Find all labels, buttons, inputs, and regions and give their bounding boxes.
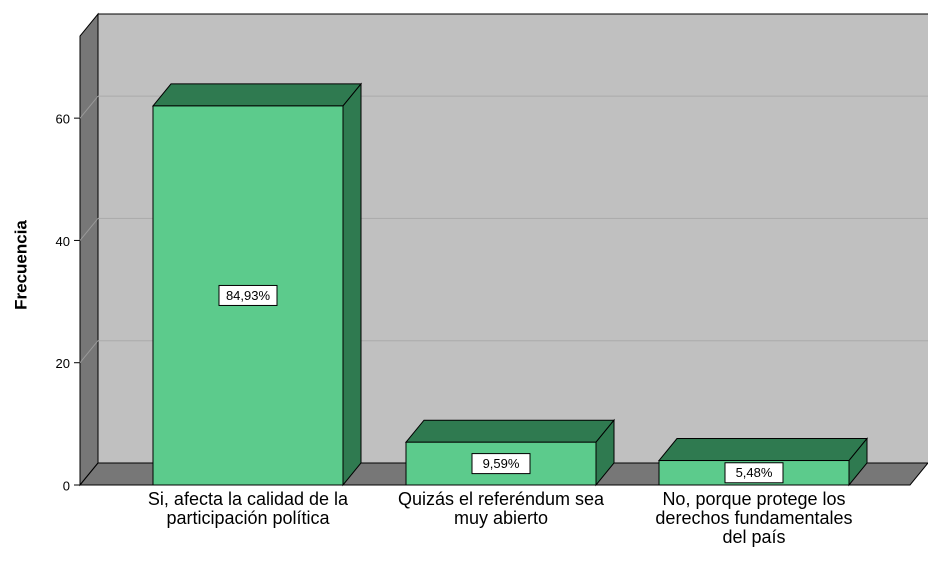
- x-tick-label: No, porque protege los derechos fundamen…: [655, 489, 853, 547]
- data-label: 9,59%: [483, 456, 520, 471]
- bar-side: [342, 82, 362, 487]
- grid-line: [79, 340, 99, 364]
- y-tick-label: 0: [63, 478, 70, 493]
- x-tick-label: Si, afecta la calidad de la participació…: [147, 489, 349, 528]
- data-label: 84,93%: [226, 288, 271, 303]
- data-label-box: [724, 462, 784, 484]
- y-tick-label: 60: [56, 112, 70, 127]
- y-tick-label: 40: [56, 234, 70, 249]
- bar-top: [657, 438, 869, 462]
- data-label-box: [471, 453, 531, 475]
- grid-line: [79, 218, 99, 241]
- data-label-box: [218, 284, 278, 306]
- y-tick-label: 20: [56, 356, 70, 371]
- bar-top: [151, 83, 363, 107]
- grid-line: [79, 95, 99, 119]
- x-tick-label: Quizás el referéndum sea muy abierto: [397, 489, 605, 528]
- bar-top: [404, 419, 616, 443]
- left-wall: [79, 12, 99, 487]
- y-axis-label: Frecuencia: [11, 220, 30, 310]
- data-label: 5,48%: [736, 465, 773, 480]
